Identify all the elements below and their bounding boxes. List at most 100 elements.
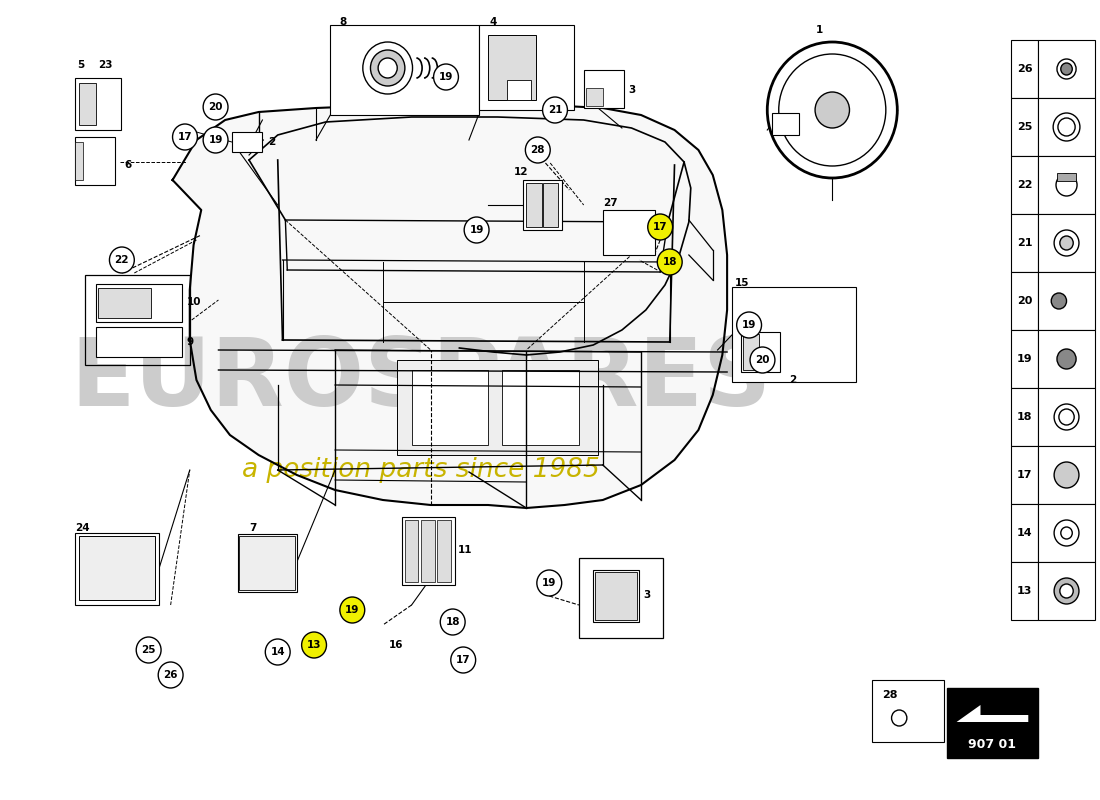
Text: 19: 19 bbox=[439, 72, 453, 82]
Circle shape bbox=[1060, 527, 1072, 539]
Text: 16: 16 bbox=[388, 640, 403, 650]
Bar bbox=[1011, 504, 1038, 562]
Bar bbox=[1011, 562, 1038, 620]
Text: 24: 24 bbox=[75, 523, 89, 533]
Circle shape bbox=[109, 247, 134, 273]
Text: 21: 21 bbox=[1016, 238, 1032, 248]
Circle shape bbox=[265, 639, 290, 665]
Bar bbox=[1011, 214, 1038, 272]
Text: 20: 20 bbox=[1016, 296, 1032, 306]
Bar bbox=[603, 210, 656, 255]
Text: 20: 20 bbox=[756, 355, 770, 365]
Bar bbox=[526, 183, 541, 227]
Bar bbox=[232, 132, 263, 152]
Text: 18: 18 bbox=[446, 617, 460, 627]
Circle shape bbox=[378, 58, 397, 78]
Circle shape bbox=[204, 94, 228, 120]
Circle shape bbox=[451, 647, 475, 673]
Bar bbox=[872, 680, 944, 742]
Text: 3: 3 bbox=[628, 85, 636, 95]
Text: 20: 20 bbox=[208, 102, 223, 112]
Circle shape bbox=[648, 214, 672, 240]
Text: 22: 22 bbox=[1016, 180, 1032, 190]
Bar bbox=[1038, 40, 1096, 98]
Text: 15: 15 bbox=[735, 278, 749, 288]
Circle shape bbox=[768, 42, 898, 178]
Circle shape bbox=[658, 249, 682, 275]
Bar bbox=[524, 180, 562, 230]
Text: 4: 4 bbox=[490, 17, 497, 27]
PathPatch shape bbox=[957, 705, 1028, 722]
Text: 13: 13 bbox=[1016, 586, 1032, 596]
Bar bbox=[1011, 40, 1038, 98]
Circle shape bbox=[136, 637, 161, 663]
Text: 2: 2 bbox=[268, 137, 275, 147]
Text: 3: 3 bbox=[644, 590, 650, 600]
Text: 18: 18 bbox=[1016, 412, 1032, 422]
Bar bbox=[741, 332, 780, 372]
Text: 9: 9 bbox=[187, 337, 194, 347]
Bar bbox=[79, 83, 96, 125]
Bar bbox=[96, 327, 183, 357]
Circle shape bbox=[892, 710, 906, 726]
Bar bbox=[503, 370, 579, 445]
Text: 5: 5 bbox=[77, 60, 85, 70]
Bar bbox=[75, 137, 116, 185]
Text: 27: 27 bbox=[603, 198, 617, 208]
Text: 17: 17 bbox=[1016, 470, 1032, 480]
Text: 19: 19 bbox=[470, 225, 484, 235]
Bar bbox=[1011, 98, 1038, 156]
Circle shape bbox=[173, 124, 197, 150]
Bar bbox=[507, 80, 531, 100]
Text: 28: 28 bbox=[882, 690, 898, 700]
Circle shape bbox=[1054, 404, 1079, 430]
Text: 16: 16 bbox=[658, 223, 673, 233]
Text: 19: 19 bbox=[542, 578, 557, 588]
Text: 12: 12 bbox=[514, 167, 528, 177]
Circle shape bbox=[301, 632, 327, 658]
Bar bbox=[85, 275, 190, 365]
Text: 1: 1 bbox=[816, 25, 823, 35]
Circle shape bbox=[1057, 59, 1076, 79]
Bar bbox=[744, 334, 759, 370]
Circle shape bbox=[1054, 578, 1079, 604]
Bar bbox=[579, 558, 663, 638]
Circle shape bbox=[779, 54, 886, 166]
Bar bbox=[1057, 173, 1076, 181]
Bar bbox=[1011, 446, 1038, 504]
Bar bbox=[397, 360, 598, 455]
Bar bbox=[75, 142, 82, 180]
Bar bbox=[1038, 562, 1096, 620]
Bar bbox=[542, 183, 558, 227]
Bar bbox=[1038, 330, 1096, 388]
Circle shape bbox=[1056, 174, 1077, 196]
Circle shape bbox=[1054, 520, 1079, 546]
Text: 14: 14 bbox=[271, 647, 285, 657]
Bar bbox=[438, 520, 451, 582]
Bar bbox=[947, 688, 1038, 758]
Text: 19: 19 bbox=[208, 135, 223, 145]
Bar bbox=[240, 536, 295, 590]
Bar bbox=[1011, 388, 1038, 446]
Text: 26: 26 bbox=[164, 670, 178, 680]
Bar bbox=[1038, 504, 1096, 562]
Text: 17: 17 bbox=[178, 132, 192, 142]
Bar bbox=[1038, 214, 1096, 272]
Text: 25: 25 bbox=[1016, 122, 1032, 132]
Circle shape bbox=[526, 137, 550, 163]
Text: 23: 23 bbox=[98, 60, 112, 70]
Circle shape bbox=[340, 597, 365, 623]
Text: 10: 10 bbox=[187, 297, 201, 307]
Circle shape bbox=[433, 64, 459, 90]
Bar bbox=[79, 536, 155, 600]
Circle shape bbox=[371, 50, 405, 86]
Text: 19: 19 bbox=[741, 320, 757, 330]
Bar bbox=[330, 25, 478, 115]
Circle shape bbox=[1053, 113, 1080, 141]
Text: 21: 21 bbox=[548, 105, 562, 115]
Text: 26: 26 bbox=[1016, 64, 1032, 74]
Bar bbox=[402, 517, 454, 585]
Text: 18: 18 bbox=[662, 257, 676, 267]
Text: 28: 28 bbox=[530, 145, 544, 155]
Circle shape bbox=[440, 609, 465, 635]
